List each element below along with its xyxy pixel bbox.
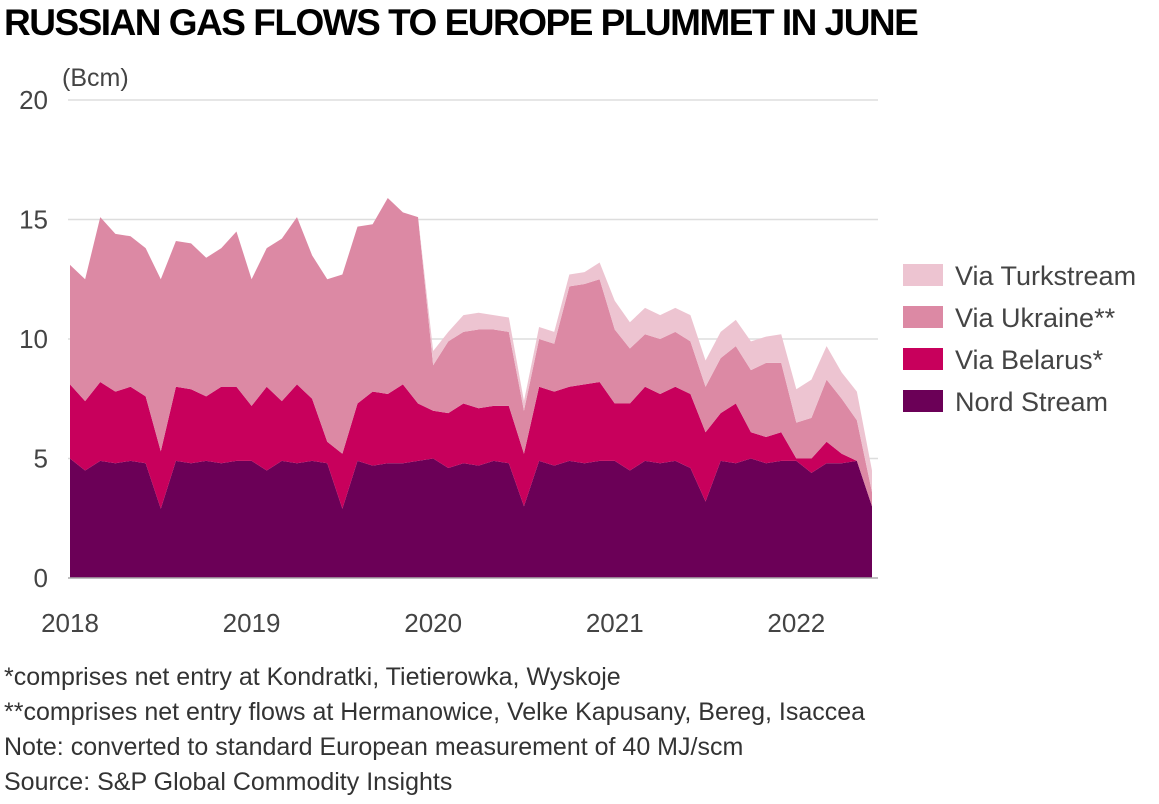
footnote-ukraine: **comprises net entry flows at Hermanowi… bbox=[4, 698, 866, 726]
y-tick-label: 15 bbox=[19, 205, 48, 235]
source-note: Source: S&P Global Commodity Insights bbox=[4, 768, 453, 796]
area-via-ukraine bbox=[70, 197, 872, 507]
x-tick-label: 2019 bbox=[223, 608, 281, 638]
x-tick-label: 2020 bbox=[404, 608, 462, 638]
footnote-conversion: Note: converted to standard European mea… bbox=[4, 733, 744, 761]
footnotes: *comprises net entry at Kondratki, Tieti… bbox=[4, 660, 865, 800]
x-tick-label: 2022 bbox=[767, 608, 825, 638]
legend-swatch bbox=[903, 390, 943, 412]
legend-label: Via Belarus* bbox=[955, 345, 1104, 375]
legend-swatch bbox=[903, 264, 943, 286]
area-series bbox=[70, 197, 872, 578]
y-tick-label: 5 bbox=[34, 444, 48, 474]
x-tick-label: 2018 bbox=[41, 608, 99, 638]
stacked-area-chart: 0 5 10 15 20 2018 2019 2020 2021 2022 (Bcm) Via … bbox=[19, 64, 1136, 638]
legend-swatch bbox=[903, 306, 943, 328]
axes: 2018 2019 2020 2021 2022 bbox=[41, 577, 878, 638]
legend-swatch bbox=[903, 348, 943, 370]
area-via-belarus bbox=[70, 382, 872, 509]
x-tick-label: 2021 bbox=[586, 608, 644, 638]
y-tick-label: 10 bbox=[19, 324, 48, 354]
y-axis-unit-label: (Bcm) bbox=[62, 64, 129, 92]
legend: Via Turkstream Via Ukraine** Via Belarus* N… bbox=[903, 261, 1136, 417]
legend-label: Via Ukraine** bbox=[955, 303, 1116, 333]
y-tick-label: 0 bbox=[34, 563, 48, 593]
chart-title: RUSSIAN GAS FLOWS TO EUROPE PLUMMET IN J… bbox=[4, 2, 919, 43]
y-tick-label: 20 bbox=[19, 85, 48, 115]
area-nord-stream bbox=[70, 458, 872, 578]
footnote-belarus: *comprises net entry at Kondratki, Tieti… bbox=[4, 663, 621, 691]
legend-label: Nord Stream bbox=[955, 387, 1108, 417]
legend-label: Via Turkstream bbox=[955, 261, 1136, 291]
